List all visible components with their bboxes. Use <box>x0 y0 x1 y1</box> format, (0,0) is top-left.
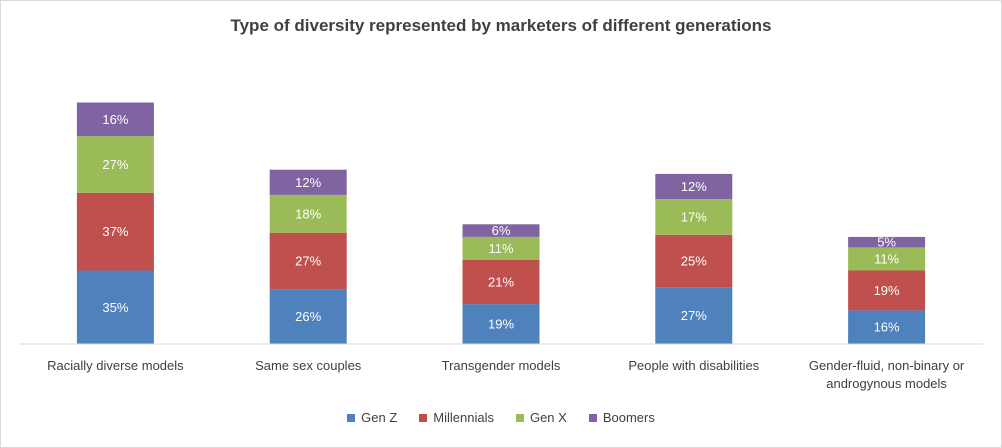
legend-label: Gen X <box>529 410 567 425</box>
category-label: androgynous models <box>826 376 947 391</box>
data-label: 12% <box>681 179 707 194</box>
bar-segment <box>655 234 733 288</box>
data-label: 17% <box>681 209 707 224</box>
legend-label: Gen Z <box>361 410 398 425</box>
legend-label: Boomers <box>602 410 655 425</box>
bar-segment <box>655 199 733 235</box>
bar-segment <box>462 224 540 237</box>
data-label: 35% <box>102 300 128 315</box>
bar-segment <box>655 173 733 200</box>
legend-item: Gen X <box>515 410 567 425</box>
data-label: 25% <box>681 254 707 269</box>
bar-segment <box>848 270 926 311</box>
bar-segment <box>462 236 540 260</box>
chart-title: Type of diversity represented by markete… <box>230 16 772 35</box>
legend-swatch <box>347 413 356 422</box>
bar-segment <box>269 169 347 195</box>
bar-segment <box>848 247 926 271</box>
category-label: Gender-fluid, non-binary or <box>809 358 965 373</box>
data-label: 5% <box>877 235 896 250</box>
bar-segment <box>76 102 154 137</box>
legend-label: Millennials <box>433 410 494 425</box>
bar-segment <box>269 194 347 233</box>
data-label: 11% <box>874 251 899 266</box>
legend-item: Millennials <box>419 410 494 425</box>
data-label: 19% <box>488 317 514 332</box>
data-label: 6% <box>492 223 511 238</box>
data-label: 16% <box>102 112 128 127</box>
bar-segment <box>269 289 347 344</box>
bar-segment <box>655 287 733 344</box>
bar-segment <box>848 310 926 344</box>
bar-segment <box>76 192 154 271</box>
data-label: 27% <box>295 254 321 269</box>
legend-item: Gen Z <box>347 410 397 425</box>
data-label: 18% <box>295 206 321 221</box>
data-label: 16% <box>874 320 900 335</box>
data-label: 21% <box>488 275 514 290</box>
bar-segment <box>76 136 154 193</box>
data-label: 37% <box>102 224 128 239</box>
data-label: 19% <box>874 283 900 298</box>
data-label: 26% <box>295 309 321 324</box>
legend-swatch <box>515 413 524 422</box>
category-label: People with disabilities <box>628 358 759 373</box>
chart-legend: Gen Z Millennials Gen X Boomers <box>1 410 1001 425</box>
bar-segment <box>462 304 540 344</box>
data-label: 27% <box>102 157 128 172</box>
data-label: 27% <box>681 308 707 323</box>
category-label: Racially diverse models <box>47 358 184 373</box>
data-label: 12% <box>295 175 321 190</box>
category-label: Transgender models <box>442 358 561 373</box>
bar-segment <box>76 270 154 344</box>
category-label: Same sex couples <box>255 358 362 373</box>
data-label: 11% <box>488 241 513 256</box>
bar-segment <box>269 232 347 290</box>
legend-item: Boomers <box>588 410 655 425</box>
bar-segment <box>848 236 926 248</box>
legend-swatch <box>419 413 428 422</box>
legend-swatch <box>588 413 597 422</box>
bar-segment <box>462 260 540 305</box>
